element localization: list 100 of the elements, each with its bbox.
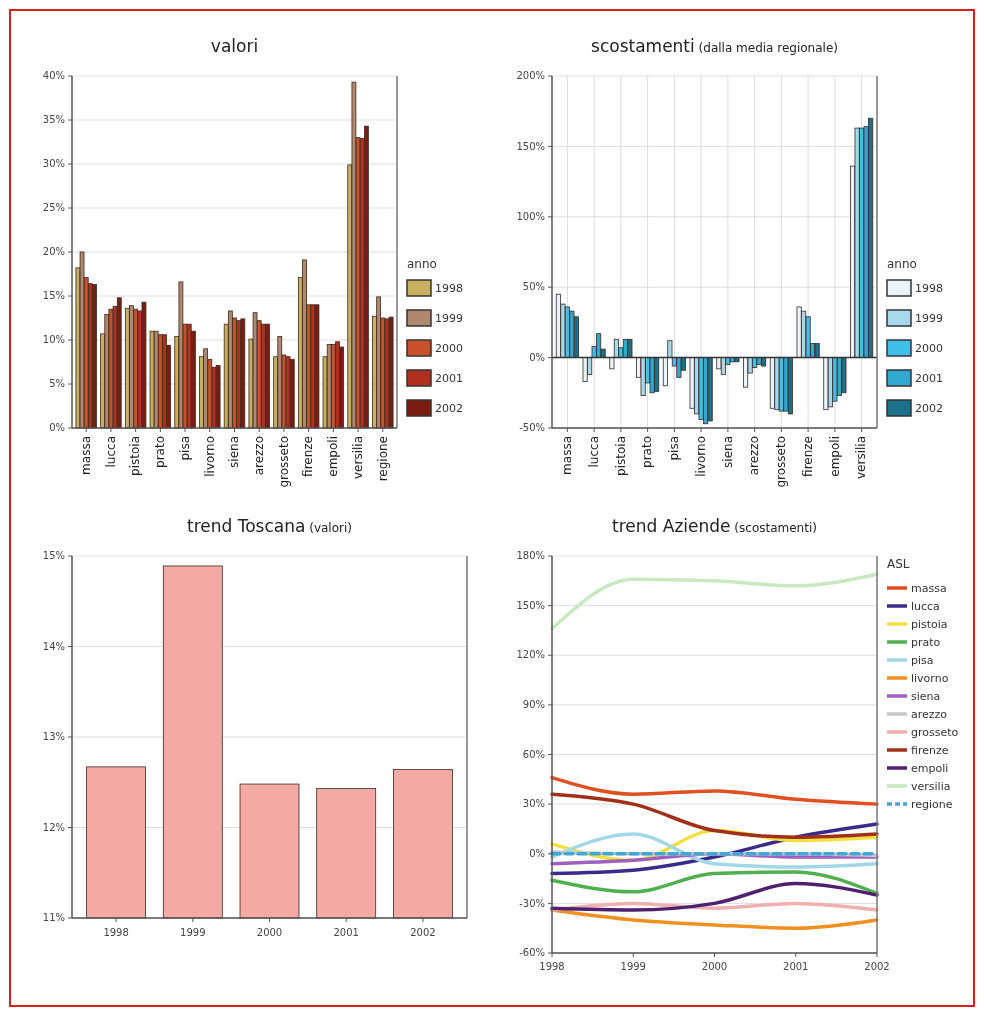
legend-label: livorno <box>911 671 949 685</box>
legend-label: 2000 <box>915 341 943 355</box>
bar <box>649 357 655 394</box>
x-tick-label: 1999 <box>180 927 206 938</box>
y-tick-label: 100% <box>516 211 545 222</box>
legend-label: prato <box>911 635 941 649</box>
bar <box>841 357 847 394</box>
bar <box>289 358 295 429</box>
line-series <box>550 792 879 839</box>
legend-title: anno <box>887 257 917 271</box>
x-tick-label: pisa <box>667 436 682 461</box>
bar <box>364 125 369 429</box>
bar <box>787 357 793 415</box>
chart-title: trend Toscana <box>187 516 306 536</box>
legend-label: regione <box>911 797 953 811</box>
line-series <box>550 572 879 631</box>
y-tick-label: 5% <box>49 378 65 390</box>
bar <box>569 310 575 358</box>
chart-title: scostamenti <box>591 36 695 56</box>
legend-label: 2001 <box>435 371 463 385</box>
bar <box>676 357 682 378</box>
y-tick-label: 180% <box>516 550 545 562</box>
bar <box>783 357 789 412</box>
legend-label: 1998 <box>435 281 463 295</box>
chart-subtitle: (scostamenti) <box>730 521 817 535</box>
y-tick-label: 0% <box>529 847 545 859</box>
y-tick-label: 14% <box>42 640 65 652</box>
y-tick-label: 13% <box>42 731 65 743</box>
legend-label: firenze <box>911 743 949 757</box>
chart-title: trend Aziende <box>612 516 731 536</box>
bar <box>314 304 320 429</box>
bar <box>240 318 246 429</box>
bar <box>582 357 588 382</box>
bar <box>627 338 633 358</box>
bar <box>252 312 258 429</box>
y-tick-label: 200% <box>516 70 545 82</box>
line-series <box>550 775 879 806</box>
line-series <box>550 832 879 869</box>
line-series <box>550 881 879 912</box>
bar <box>141 301 147 429</box>
bar <box>149 330 155 429</box>
legend-title: anno <box>407 257 437 271</box>
chart-subtitle: (valori) <box>305 521 352 535</box>
x-tick-label: pistoia <box>613 436 628 476</box>
legend-label: pistoia <box>911 617 948 631</box>
legend-label: arezzo <box>911 707 948 721</box>
y-tick-label: 30% <box>42 158 65 170</box>
x-tick-label: massa <box>79 436 94 475</box>
x-tick-label: livorno <box>202 436 217 477</box>
legend-title: ASL <box>887 557 910 571</box>
x-tick-label: massa <box>560 436 575 475</box>
bar <box>265 323 270 429</box>
x-tick-label: 1998 <box>103 927 129 938</box>
y-tick-label: 10% <box>42 334 65 346</box>
bar <box>774 357 780 411</box>
x-tick-label: pisa <box>177 436 192 461</box>
y-tick-label: 11% <box>42 912 65 924</box>
x-tick-label: lucca <box>103 436 118 468</box>
legend-label: pisa <box>911 653 934 667</box>
chart-title: valori <box>210 36 259 56</box>
bar <box>796 306 802 358</box>
x-tick-label: pistoia <box>128 436 143 476</box>
legend-label: empoli <box>911 761 949 775</box>
x-tick-label: prato <box>640 436 655 468</box>
y-tick-label: 35% <box>42 114 65 126</box>
x-tick-label: arezzo <box>252 436 267 476</box>
legend-label: versilia <box>911 779 951 793</box>
y-tick-label: 20% <box>42 246 65 258</box>
x-tick-label: prato <box>153 436 168 468</box>
x-tick-label: empoli <box>326 436 341 477</box>
x-tick-label: 2002 <box>410 927 436 938</box>
x-tick-label: versilia <box>854 436 869 480</box>
y-tick-label: 50% <box>522 281 545 293</box>
legend-label: 2000 <box>435 341 463 355</box>
bar <box>707 357 713 422</box>
bar <box>215 365 221 429</box>
x-tick-label: firenze <box>800 436 815 477</box>
y-tick-label: 12% <box>42 821 65 833</box>
x-tick-label: siena <box>720 436 735 468</box>
y-tick-label: -30% <box>519 897 545 909</box>
bar <box>734 357 740 363</box>
y-tick-label: 25% <box>42 202 65 214</box>
x-tick-label: livorno <box>693 436 708 477</box>
y-tick-label: 60% <box>522 748 545 760</box>
x-tick-label: siena <box>227 436 242 468</box>
y-tick-label: 0% <box>49 422 65 434</box>
bar <box>79 251 85 429</box>
bar <box>388 316 394 429</box>
legend-label: 2001 <box>915 371 943 385</box>
bar <box>698 357 704 420</box>
legend-label: grosseto <box>911 725 959 739</box>
bar <box>285 356 291 429</box>
x-tick-label: lucca <box>586 436 601 468</box>
bar <box>640 357 646 397</box>
bar <box>116 297 122 429</box>
bar <box>92 284 97 429</box>
x-tick-label: empoli <box>827 436 842 477</box>
y-tick-label: -50% <box>519 422 545 434</box>
y-tick-label: 40% <box>42 70 65 82</box>
bar <box>351 81 357 429</box>
